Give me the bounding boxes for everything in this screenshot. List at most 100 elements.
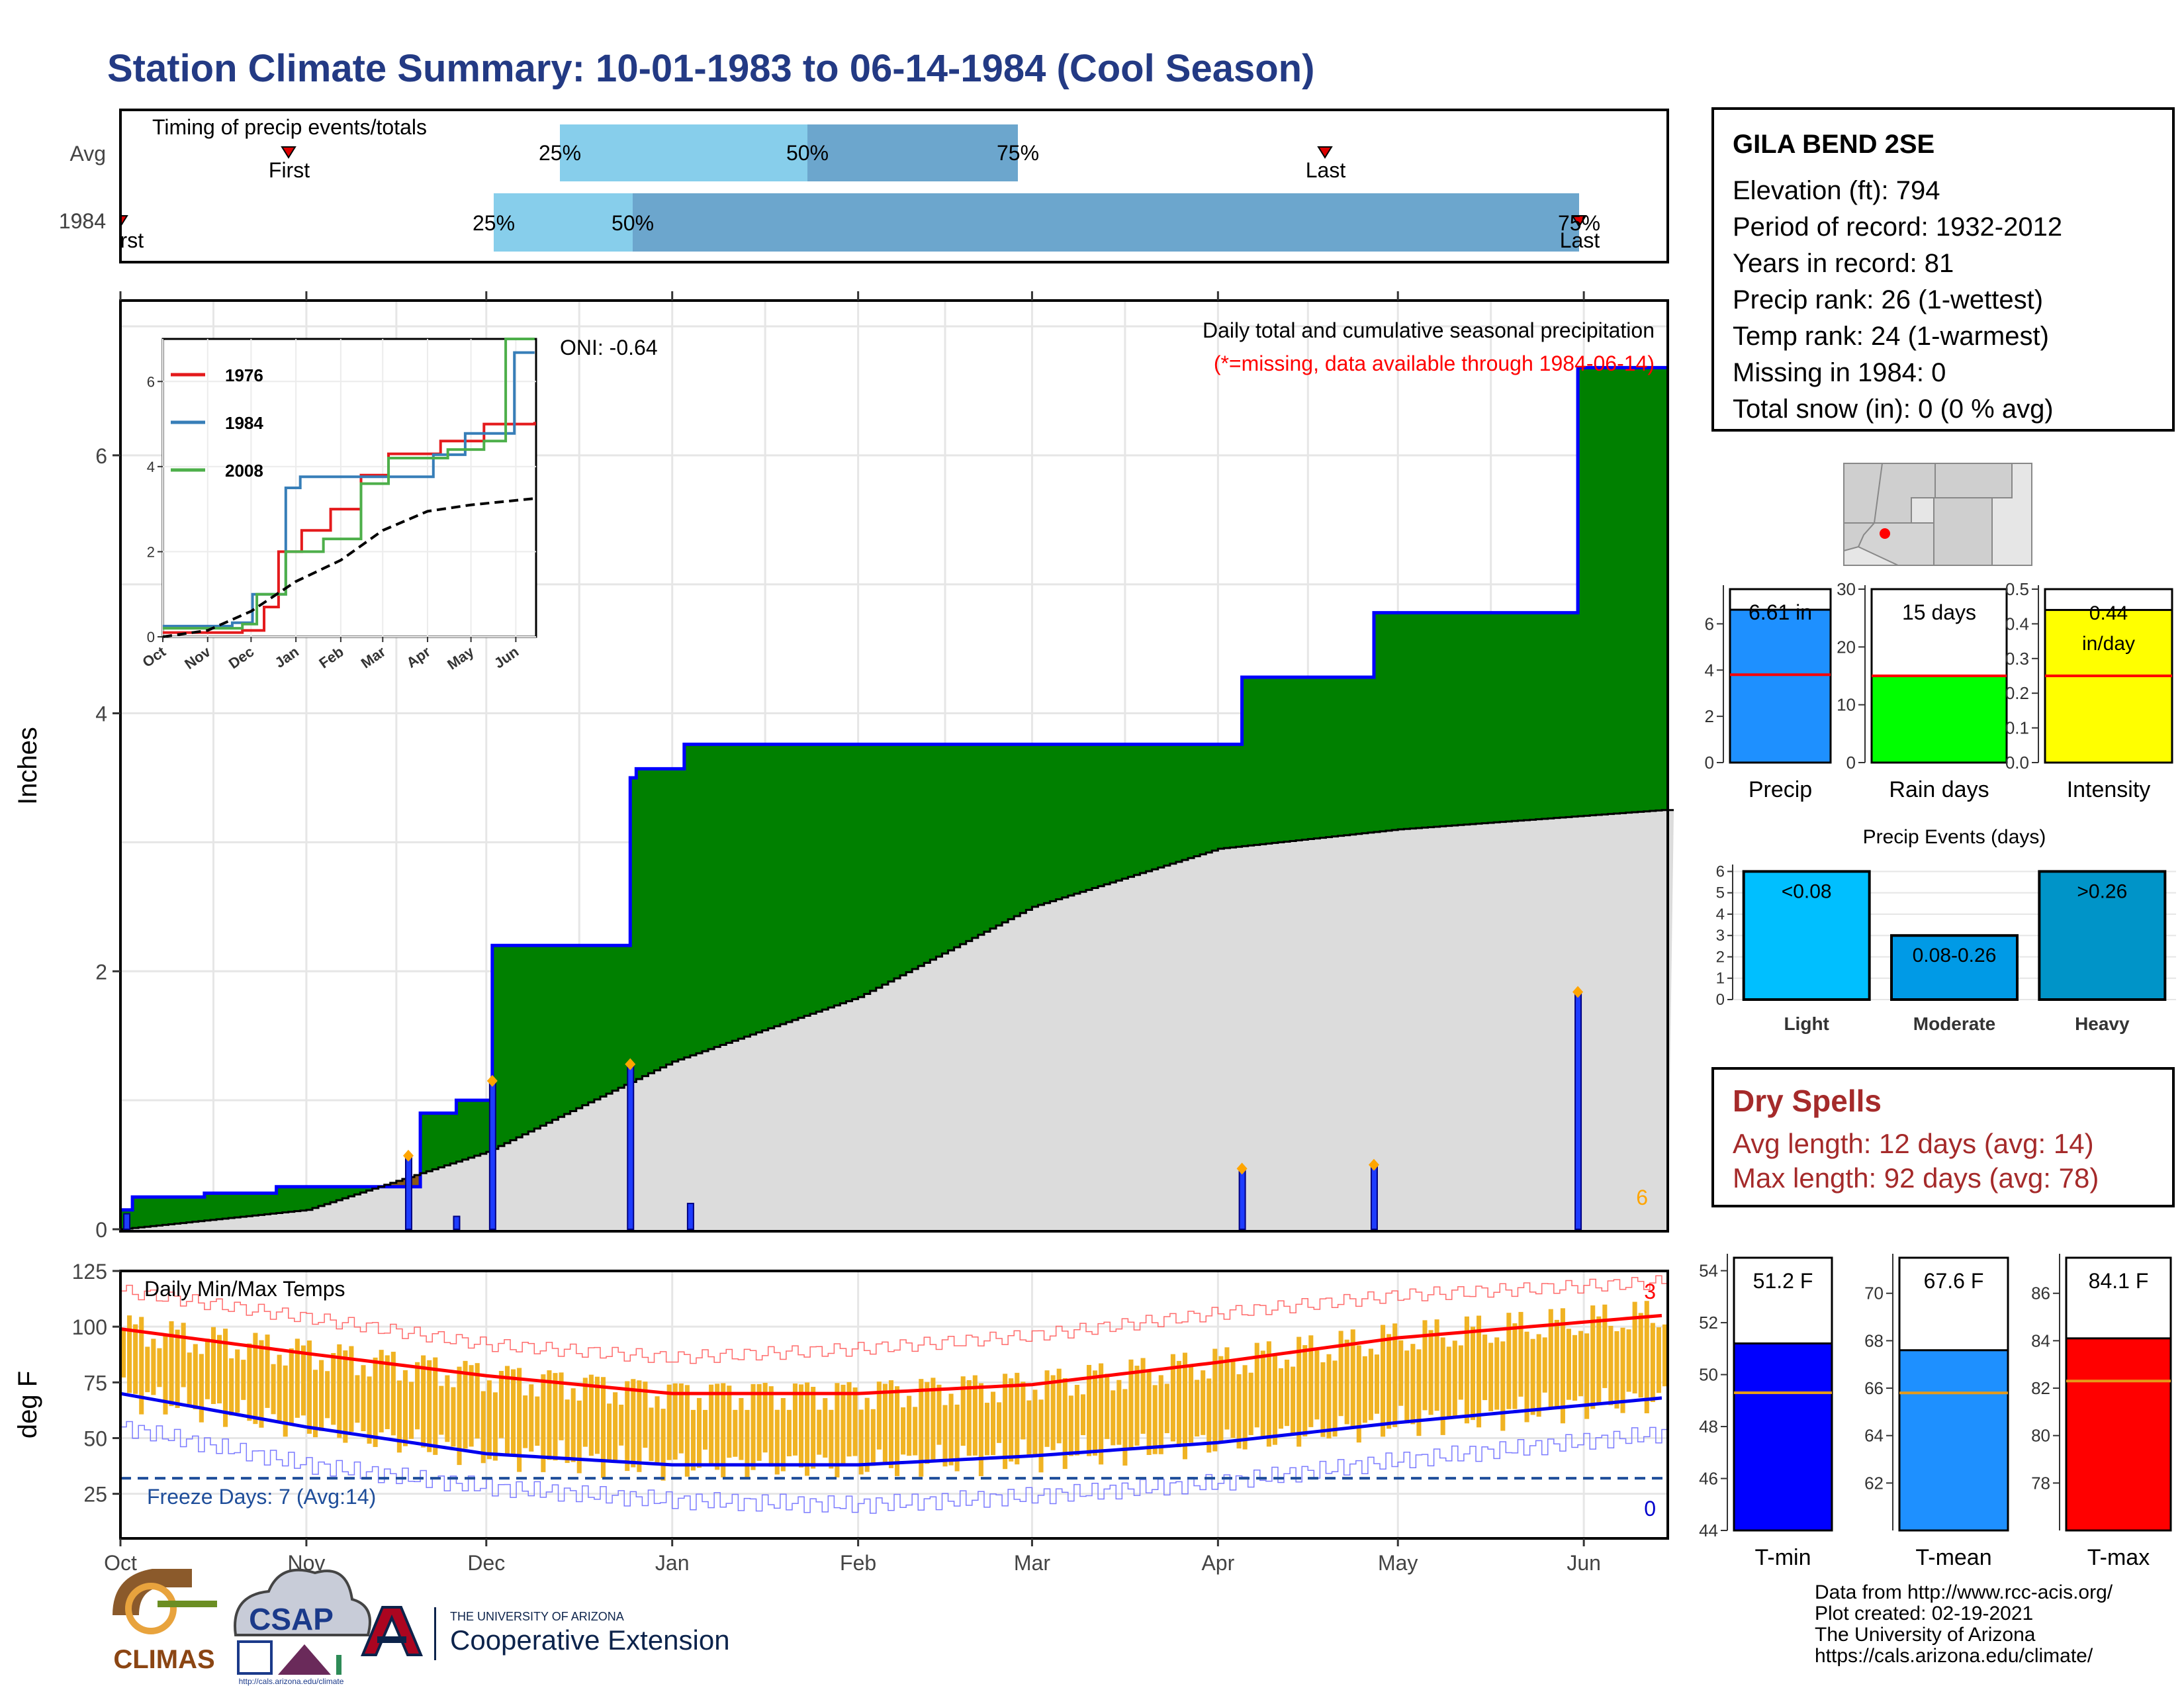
temp-summary-bar bbox=[1898, 1349, 2009, 1532]
precip-surplus-slice bbox=[606, 945, 613, 1094]
temp-x-tick-label: Apr bbox=[1201, 1551, 1234, 1575]
summary-value: 0.44 bbox=[2089, 602, 2128, 624]
temp-daily-bar bbox=[1596, 1316, 1602, 1405]
temp-daily-bar bbox=[1584, 1333, 1590, 1419]
precip-oni: ONI: -0.64 bbox=[560, 336, 658, 359]
precip-surplus-slice bbox=[870, 744, 877, 991]
temp-summary-tick-label: 62 bbox=[1864, 1473, 1884, 1493]
precip-surplus-slice bbox=[1314, 677, 1321, 839]
precip-surplus-slice bbox=[989, 744, 997, 929]
precip-surplus-slice bbox=[1104, 744, 1111, 884]
temp-daily-bar bbox=[373, 1357, 378, 1447]
precip-surplus-slice bbox=[1398, 612, 1404, 829]
precip-surplus-slice bbox=[1416, 612, 1423, 828]
temp-daily-bar bbox=[1302, 1345, 1308, 1436]
temp-daily-bar bbox=[1602, 1304, 1608, 1388]
temp-daily-bar bbox=[649, 1407, 654, 1461]
summary-tick-label: 0.4 bbox=[2005, 614, 2029, 633]
temp-daily-bar bbox=[1285, 1359, 1290, 1427]
precip-surplus-slice bbox=[1326, 677, 1333, 837]
precip-surplus-slice bbox=[708, 744, 715, 1049]
temp-daily-bar bbox=[792, 1383, 798, 1456]
precip-surplus-slice bbox=[270, 1193, 277, 1214]
temp-daily-bar bbox=[1434, 1319, 1439, 1411]
temp-daily-bar bbox=[415, 1362, 420, 1430]
temp-daily-bar bbox=[799, 1384, 804, 1468]
precip-surplus-slice bbox=[720, 744, 727, 1045]
precip-surplus-slice bbox=[1194, 744, 1201, 857]
temp-avg-min-line bbox=[120, 1391, 1662, 1467]
temp-daily-bar bbox=[1291, 1366, 1296, 1434]
precip-surplus-slice bbox=[186, 1197, 193, 1223]
summary-label: Rain days bbox=[1889, 777, 1989, 802]
precip-surplus-slice bbox=[846, 744, 853, 1002]
precip-surplus-slice bbox=[1308, 677, 1314, 839]
station-elevation: Elevation (ft): 794 bbox=[1733, 176, 1940, 205]
temp-panel-title: Daily Min/Max Temps bbox=[144, 1277, 345, 1301]
precip-surplus-slice bbox=[1062, 744, 1069, 898]
precip-surplus-slice bbox=[1236, 744, 1243, 847]
temp-daily-bar bbox=[1230, 1360, 1236, 1438]
precip-surplus-slice bbox=[816, 744, 823, 1012]
precip-surplus-slice bbox=[1428, 612, 1435, 827]
precip-surplus-slice bbox=[1253, 677, 1261, 845]
temp-daily-bar bbox=[535, 1396, 540, 1446]
temp-cold-count: 0 bbox=[1644, 1497, 1656, 1521]
precip-surplus-slice bbox=[210, 1193, 217, 1220]
precip-surplus-slice bbox=[450, 1113, 457, 1164]
temp-daily-bar bbox=[1410, 1344, 1416, 1425]
precip-surplus-slice bbox=[204, 1193, 211, 1221]
temp-daily-bar bbox=[709, 1384, 714, 1465]
precip-surplus-slice bbox=[162, 1197, 169, 1225]
temp-daily-bar bbox=[1662, 1324, 1667, 1387]
precip-surplus-slice bbox=[1128, 744, 1135, 877]
station-missing: Missing in 1984: 0 bbox=[1733, 358, 1946, 387]
precip-surplus-slice bbox=[810, 744, 817, 1014]
temp-summary-tick-label: 82 bbox=[2031, 1378, 2050, 1398]
temp-daily-bar bbox=[1080, 1394, 1085, 1436]
precip-surplus-slice bbox=[1188, 744, 1195, 859]
precip-1984-cumulative-line bbox=[120, 365, 1668, 1212]
temp-daily-bar bbox=[121, 1329, 126, 1378]
temp-daily-bar bbox=[331, 1352, 336, 1425]
summary-label: Intensity bbox=[2067, 777, 2151, 802]
precip-surplus-slice bbox=[1512, 612, 1519, 821]
precip-surplus-slice bbox=[696, 744, 703, 1054]
temp-daily-bar bbox=[882, 1383, 887, 1463]
precip-surplus-slice bbox=[1259, 677, 1267, 845]
precip-surplus-slice bbox=[960, 744, 967, 945]
precip-surplus-slice bbox=[1152, 744, 1159, 870]
temp-daily-bar bbox=[1578, 1331, 1584, 1397]
precip-surplus-slice bbox=[1529, 612, 1537, 820]
precip-heavy-event-marker bbox=[625, 1058, 636, 1070]
precip-heavy-event-marker bbox=[486, 1074, 498, 1087]
precip-surplus-slice bbox=[1218, 744, 1225, 849]
precip-surplus-slice bbox=[1488, 612, 1494, 823]
temp-daily-bar bbox=[511, 1369, 516, 1456]
temp-daily-bar bbox=[1470, 1327, 1476, 1421]
temp-y-tick-label: 50 bbox=[83, 1427, 107, 1451]
temp-daily-bar bbox=[823, 1398, 828, 1458]
temp-daily-bar bbox=[655, 1396, 660, 1464]
temp-daily-bar bbox=[475, 1363, 480, 1439]
precip-surplus-slice bbox=[504, 945, 511, 1143]
temp-daily-bar bbox=[1032, 1389, 1038, 1456]
precip-surplus-slice bbox=[636, 769, 643, 1080]
temp-daily-bar bbox=[565, 1399, 570, 1464]
precip-surplus-slice bbox=[983, 744, 991, 932]
precip-surplus-slice bbox=[510, 945, 517, 1141]
precip-deficit-slice bbox=[414, 1175, 421, 1187]
precip-surplus-slice bbox=[804, 744, 811, 1016]
precip-surplus-slice bbox=[1602, 367, 1608, 815]
precip-surplus-slice bbox=[942, 744, 949, 954]
temp-daily-bar bbox=[690, 1409, 696, 1471]
temp-daily-bar bbox=[1566, 1329, 1572, 1400]
precip-surplus-slice bbox=[1056, 744, 1063, 900]
inset-y-tick-label: 6 bbox=[147, 373, 155, 390]
precip-surplus-slice bbox=[444, 1113, 451, 1166]
temp-daily-bar bbox=[960, 1376, 966, 1446]
temp-daily-bar bbox=[1170, 1354, 1175, 1442]
precip-surplus-slice bbox=[654, 769, 661, 1070]
inset-y-tick-label: 4 bbox=[147, 459, 155, 475]
precip-surplus-slice bbox=[564, 945, 571, 1114]
